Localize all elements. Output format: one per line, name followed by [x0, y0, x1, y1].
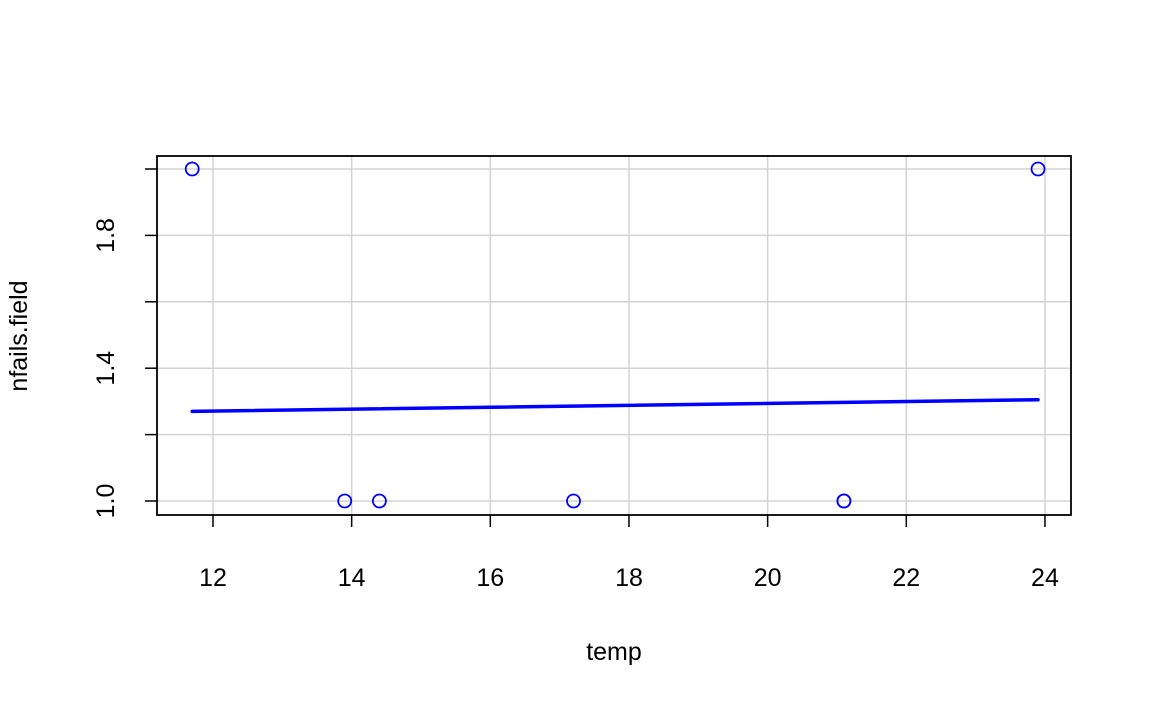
- grid: [157, 156, 1071, 515]
- x-tick-label: 22: [892, 564, 920, 592]
- data-point: [836, 493, 852, 509]
- x-tick-label: 18: [615, 564, 643, 592]
- data-point: [1030, 161, 1046, 177]
- x-axis-label: temp: [586, 638, 642, 666]
- y-tick-label: 1.8: [92, 218, 120, 253]
- x-tick-label: 12: [199, 564, 227, 592]
- x-tick-label: 14: [338, 564, 366, 592]
- x-tick-label: 24: [1031, 564, 1059, 592]
- data-point: [371, 493, 387, 509]
- fit-line-layer: [190, 397, 1040, 414]
- data-points: [184, 161, 1046, 509]
- plot-frame: [156, 155, 1072, 516]
- data-point: [337, 493, 353, 509]
- y-axis-label: nfails.field: [5, 280, 33, 391]
- data-point: [566, 493, 581, 509]
- x-tick-label: 20: [754, 564, 782, 592]
- fit-line: [190, 397, 1040, 414]
- y-tick-label: 1.4: [92, 351, 120, 386]
- x-tick-label: 16: [476, 564, 504, 592]
- data-point: [184, 161, 200, 177]
- axis-ticks: [145, 168, 1046, 527]
- tick-labels: 12 14 16 18 20 22 24 1.0 1.4 1.8: [92, 218, 1059, 592]
- y-tick-label: 1.0: [92, 484, 120, 519]
